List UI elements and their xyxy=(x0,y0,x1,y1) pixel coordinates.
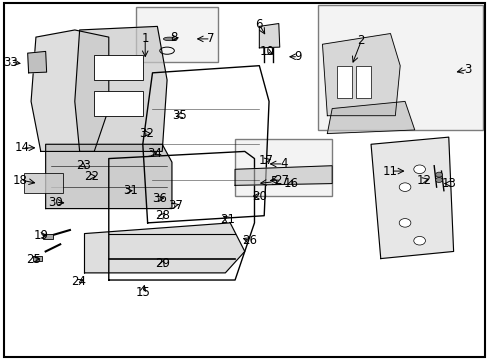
Bar xyxy=(336,66,351,98)
Text: 10: 10 xyxy=(259,45,273,58)
Text: 15: 15 xyxy=(135,286,150,299)
Text: 25: 25 xyxy=(26,253,41,266)
Ellipse shape xyxy=(163,37,175,41)
Text: 5: 5 xyxy=(270,175,277,188)
Text: 18: 18 xyxy=(13,174,28,186)
Polygon shape xyxy=(235,166,331,185)
Text: 32: 32 xyxy=(139,127,154,140)
Text: 24: 24 xyxy=(71,275,86,288)
Polygon shape xyxy=(370,137,453,258)
Text: 1: 1 xyxy=(141,32,149,45)
Bar xyxy=(235,139,331,196)
Circle shape xyxy=(398,183,410,192)
Text: 28: 28 xyxy=(155,209,169,222)
Text: 16: 16 xyxy=(283,177,298,190)
Text: 37: 37 xyxy=(168,198,183,212)
Polygon shape xyxy=(326,102,414,134)
Text: 8: 8 xyxy=(170,31,178,44)
Polygon shape xyxy=(28,51,46,73)
Bar xyxy=(43,234,53,239)
Text: 29: 29 xyxy=(154,257,169,270)
Text: 31: 31 xyxy=(123,184,138,197)
Polygon shape xyxy=(75,26,167,152)
Text: 20: 20 xyxy=(251,190,266,203)
Text: 34: 34 xyxy=(147,147,162,160)
Bar xyxy=(135,7,218,62)
Text: 12: 12 xyxy=(416,174,431,186)
Text: 14: 14 xyxy=(15,141,30,154)
Polygon shape xyxy=(31,30,108,152)
Circle shape xyxy=(398,219,410,227)
Bar xyxy=(24,173,62,193)
Text: 26: 26 xyxy=(242,234,257,247)
Text: 30: 30 xyxy=(48,195,62,209)
Text: 17: 17 xyxy=(259,154,274,167)
Text: 4: 4 xyxy=(279,157,287,170)
Circle shape xyxy=(413,237,425,245)
Bar xyxy=(94,55,142,80)
Text: 36: 36 xyxy=(152,192,167,205)
Bar xyxy=(317,5,482,130)
Polygon shape xyxy=(45,144,172,208)
Text: 3: 3 xyxy=(464,63,471,76)
Text: 7: 7 xyxy=(206,32,214,45)
Text: 35: 35 xyxy=(171,109,186,122)
Text: 22: 22 xyxy=(84,170,99,183)
Polygon shape xyxy=(322,33,399,116)
Text: 11: 11 xyxy=(382,165,397,177)
Circle shape xyxy=(435,172,442,177)
Text: 23: 23 xyxy=(76,159,91,172)
Text: 6: 6 xyxy=(255,18,263,31)
Text: 9: 9 xyxy=(294,50,301,63)
Text: 27: 27 xyxy=(273,174,288,186)
Bar xyxy=(94,91,142,116)
Polygon shape xyxy=(84,223,244,273)
Text: 2: 2 xyxy=(357,34,365,47)
Text: 21: 21 xyxy=(220,213,235,226)
Polygon shape xyxy=(259,23,279,48)
Circle shape xyxy=(413,165,425,174)
Text: 19: 19 xyxy=(33,229,48,242)
Bar xyxy=(356,66,370,98)
Text: 33: 33 xyxy=(3,55,18,69)
Bar xyxy=(33,256,42,261)
Circle shape xyxy=(435,177,442,183)
Text: 13: 13 xyxy=(440,177,455,190)
